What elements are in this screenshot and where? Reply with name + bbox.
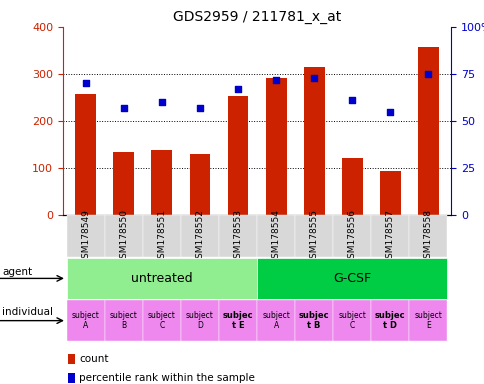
Bar <box>408 300 446 341</box>
Text: GSM178550: GSM178550 <box>119 209 128 264</box>
Bar <box>257 300 294 341</box>
Bar <box>303 67 324 215</box>
Bar <box>379 171 400 215</box>
Bar <box>143 215 181 257</box>
Bar <box>67 258 257 299</box>
Bar <box>181 300 219 341</box>
Title: GDS2959 / 211781_x_at: GDS2959 / 211781_x_at <box>173 10 340 25</box>
Bar <box>227 96 248 215</box>
Text: subjec
t E: subjec t E <box>222 311 253 330</box>
Bar <box>333 215 370 257</box>
Text: subject
C: subject C <box>148 311 176 330</box>
Text: GSM178554: GSM178554 <box>271 209 280 263</box>
Text: GSM178552: GSM178552 <box>195 209 204 263</box>
Text: subject
D: subject D <box>186 311 213 330</box>
Bar <box>257 258 446 299</box>
Bar <box>181 215 219 257</box>
Point <box>120 105 127 111</box>
Text: subject
C: subject C <box>337 311 365 330</box>
Point <box>386 109 393 115</box>
Text: GSM178555: GSM178555 <box>309 209 318 264</box>
Bar <box>105 300 143 341</box>
Bar <box>294 215 333 257</box>
Text: subject
A: subject A <box>72 311 100 330</box>
Bar <box>257 215 294 257</box>
Text: subject
A: subject A <box>261 311 289 330</box>
Bar <box>265 78 286 215</box>
Text: GSM178551: GSM178551 <box>157 209 166 264</box>
Bar <box>341 158 362 215</box>
Text: agent: agent <box>2 267 32 277</box>
Point <box>158 99 166 105</box>
Bar <box>75 94 96 215</box>
Point <box>272 76 279 83</box>
Bar <box>113 152 134 215</box>
Point <box>82 80 90 86</box>
Point <box>196 105 203 111</box>
Text: percentile rank within the sample: percentile rank within the sample <box>79 373 255 383</box>
Text: subjec
t D: subjec t D <box>374 311 405 330</box>
Bar <box>189 154 210 215</box>
Bar <box>105 215 143 257</box>
Point <box>348 97 355 103</box>
Text: subjec
t B: subjec t B <box>298 311 329 330</box>
Bar <box>67 215 105 257</box>
Bar <box>408 215 446 257</box>
Text: GSM178549: GSM178549 <box>81 209 90 263</box>
Text: untreated: untreated <box>131 272 192 285</box>
Bar <box>333 300 370 341</box>
Bar <box>143 300 181 341</box>
Bar <box>370 300 408 341</box>
Text: GSM178556: GSM178556 <box>347 209 356 264</box>
Bar <box>219 300 257 341</box>
Bar <box>219 215 257 257</box>
Bar <box>151 150 172 215</box>
Text: individual: individual <box>2 307 53 317</box>
Bar <box>67 300 105 341</box>
Text: subject
E: subject E <box>413 311 441 330</box>
Text: subject
B: subject B <box>110 311 137 330</box>
Text: GSM178553: GSM178553 <box>233 209 242 264</box>
Text: count: count <box>79 354 108 364</box>
Bar <box>294 300 333 341</box>
Point <box>310 74 318 81</box>
Point <box>234 86 242 92</box>
Point <box>424 71 431 77</box>
Text: G-CSF: G-CSF <box>333 272 370 285</box>
Bar <box>417 46 438 215</box>
Bar <box>370 215 408 257</box>
Text: GSM178557: GSM178557 <box>385 209 394 264</box>
Text: GSM178558: GSM178558 <box>423 209 432 264</box>
